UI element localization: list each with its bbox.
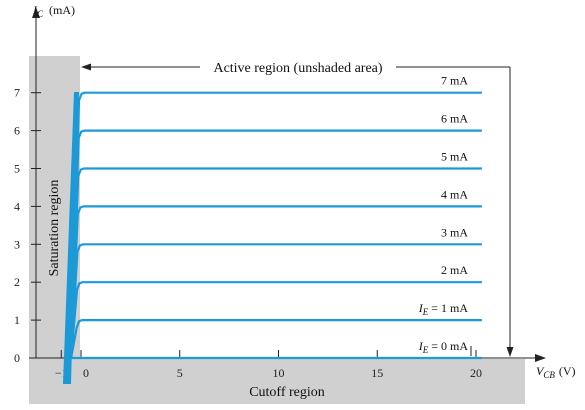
- y-tick-label: 7: [14, 86, 20, 100]
- y-tick-label: 5: [14, 162, 20, 176]
- series-label-ie-7ma: 7 mA: [441, 74, 468, 88]
- x-tick-label: 0: [83, 366, 89, 380]
- y-axis-title-unit: (mA): [49, 3, 75, 17]
- series-line-ie-1ma: [70, 319, 482, 359]
- series-label-text: = 0 mA: [428, 339, 468, 353]
- saturation-region-label: Saturation region: [47, 180, 62, 277]
- saturation-band-mark: [63, 92, 79, 384]
- y-axis-title-symbol: I: [32, 3, 38, 17]
- x-axis-arrowhead: [535, 354, 546, 362]
- series-label-ie-1ma: IE = 1 mA: [418, 301, 469, 317]
- series-label-text: = 1 mA: [428, 301, 468, 315]
- series-label-subscript: E: [422, 345, 429, 355]
- y-tick-label: 6: [14, 124, 20, 138]
- x-axis-title-subscript: CB: [543, 370, 555, 380]
- y-tick-label: 4: [14, 199, 20, 213]
- active-region-arrow-down: [506, 347, 514, 357]
- x-tick-label: 20: [470, 366, 482, 380]
- series-label-ie-4ma: 4 mA: [441, 187, 468, 201]
- series-label-symbol: I: [418, 339, 424, 353]
- cutoff-region-shade: [29, 359, 525, 404]
- cutoff-region-label: Cutoff region: [249, 385, 325, 400]
- x-axis-title-symbol: V: [536, 364, 545, 378]
- y-axis-title-subscript: C: [37, 9, 44, 19]
- y-axis-arrowhead: [32, 7, 40, 18]
- series-line-ie-7ma: [70, 91, 482, 359]
- y-axis-title: IC (mA): [32, 3, 75, 19]
- active-region-arrow-left: [81, 63, 91, 71]
- series-label-ie-5ma: 5 mA: [441, 150, 468, 164]
- series-label-ie-3ma: 3 mA: [441, 225, 468, 239]
- x-axis-title: VCB (V): [536, 364, 576, 380]
- x-tick-label: 15: [371, 366, 383, 380]
- y-tick-label: 0: [14, 351, 20, 365]
- series-label-ie-2ma: 2 mA: [441, 263, 468, 277]
- active-region-label: Active region (unshaded area): [213, 61, 382, 76]
- y-tick-label: 2: [14, 275, 20, 289]
- series-line-ie-5ma: [70, 167, 482, 359]
- series-label-subscript: E: [422, 307, 429, 317]
- x-tick-label: 10: [273, 366, 285, 380]
- series-label-ie-0ma: IE = 0 mA: [418, 339, 469, 355]
- y-tick-label: 1: [14, 313, 20, 327]
- series-label-symbol: I: [418, 301, 424, 315]
- x-tick-label: 5: [177, 366, 183, 380]
- y-tick-label: 3: [14, 237, 20, 251]
- x-axis-title-unit: (V): [559, 364, 576, 378]
- series-line-ie-2ma: [70, 281, 482, 359]
- series-label-ie-6ma: 6 mA: [441, 112, 468, 126]
